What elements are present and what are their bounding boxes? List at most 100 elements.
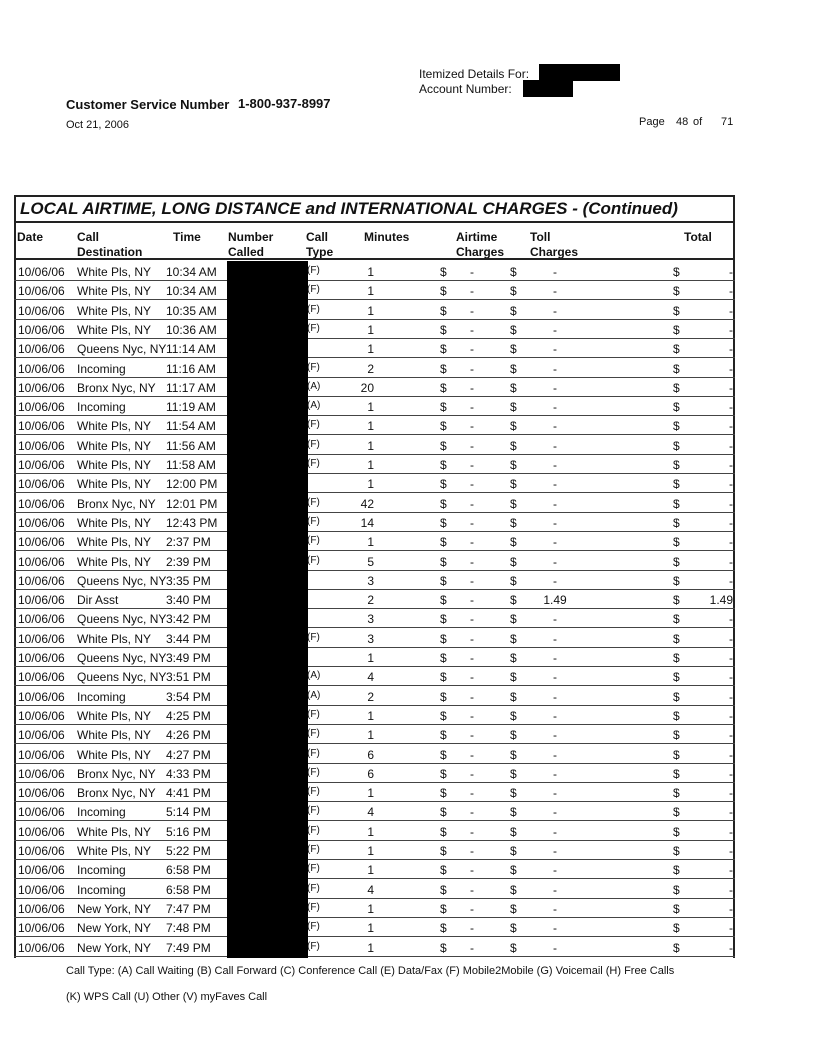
- cell-date: 10/06/06: [18, 535, 65, 550]
- cell-minutes: 2: [367, 361, 374, 376]
- cell-minutes: 3: [367, 631, 374, 646]
- airtime-currency: $: [440, 747, 447, 762]
- cell-destination: White Pls, NY: [77, 515, 152, 530]
- airtime-currency: $: [440, 863, 447, 878]
- cell-airtime: -: [470, 747, 474, 762]
- cell-call-type: (F): [307, 708, 320, 720]
- airtime-currency: $: [440, 670, 447, 685]
- cell-toll: -: [553, 786, 557, 801]
- cell-toll: -: [553, 805, 557, 820]
- cell-airtime: -: [470, 284, 474, 299]
- cell-date: 10/06/06: [18, 573, 65, 588]
- cell-date: 10/06/06: [18, 901, 65, 916]
- page-of-label: of: [693, 116, 703, 128]
- customer-service-label: Customer Service Number: [66, 97, 230, 112]
- cell-airtime: -: [470, 554, 474, 569]
- col-call-type: Call Type: [306, 230, 333, 260]
- airtime-currency: $: [440, 921, 447, 936]
- table-row: 10/06/06 White Pls, NY 10:34 AM (F) 1 - - - $ $ $: [14, 280, 735, 301]
- toll-currency: $: [510, 322, 517, 337]
- cell-toll: -: [553, 554, 557, 569]
- cell-destination: White Pls, NY: [77, 303, 152, 318]
- total-currency: $: [673, 419, 680, 434]
- table-row: 10/06/06 Incoming 11:16 AM (F) 2 - - - $ $ $: [14, 358, 735, 378]
- toll-currency: $: [510, 670, 517, 685]
- col-total: Total: [684, 230, 712, 244]
- cell-total: -: [729, 766, 733, 781]
- airtime-currency: $: [440, 322, 447, 337]
- cell-destination: Queens Nyc, NY: [77, 670, 167, 685]
- airtime-currency: $: [440, 786, 447, 801]
- cell-toll: 1.49: [543, 593, 567, 608]
- airtime-currency: $: [440, 805, 447, 820]
- cell-call-type: (F): [307, 901, 320, 913]
- cell-total: -: [729, 708, 733, 723]
- cell-time: 3:49 PM: [166, 651, 211, 665]
- cell-date: 10/06/06: [18, 747, 65, 762]
- cell-call-type: (F): [307, 361, 320, 373]
- total-currency: $: [673, 573, 680, 588]
- cell-time: 12:00 PM: [166, 477, 218, 492]
- table-row: 10/06/06 Incoming 6:58 PM (F) 4 - - - $ $ $: [14, 879, 735, 899]
- airtime-currency: $: [440, 728, 447, 743]
- total-currency: $: [673, 458, 680, 472]
- total-currency: $: [673, 921, 680, 936]
- table-row: 10/06/06 New York, NY 7:49 PM (F) 1 - - - $ $ $: [14, 937, 735, 957]
- cell-time: 10:34 AM: [166, 284, 217, 299]
- cell-toll: -: [553, 689, 557, 704]
- cell-total: -: [729, 863, 733, 878]
- col-number-called: Number Called: [228, 230, 273, 260]
- airtime-currency: $: [440, 882, 447, 897]
- airtime-currency: $: [440, 400, 447, 415]
- cell-toll: -: [553, 400, 557, 415]
- cell-airtime: -: [470, 728, 474, 743]
- cell-total: -: [729, 747, 733, 762]
- airtime-currency: $: [440, 631, 447, 646]
- cell-minutes: 4: [367, 805, 374, 820]
- airtime-currency: $: [440, 458, 447, 472]
- cell-minutes: 1: [367, 342, 374, 357]
- cell-call-type: (A): [307, 400, 321, 412]
- cell-airtime: -: [470, 786, 474, 801]
- cell-total: -: [729, 651, 733, 665]
- cell-date: 10/06/06: [18, 651, 65, 665]
- cell-airtime: -: [470, 342, 474, 357]
- airtime-currency: $: [440, 535, 447, 550]
- table-row: 10/06/06 White Pls, NY 12:43 PM (F) 14 - - - $ $ $: [14, 512, 735, 532]
- cell-time: 4:41 PM: [166, 786, 211, 801]
- col-destination-line1: Call: [77, 230, 100, 244]
- cell-minutes: 1: [367, 921, 374, 936]
- airtime-currency: $: [440, 515, 447, 530]
- cell-date: 10/06/06: [18, 631, 65, 646]
- cell-date: 10/06/06: [18, 612, 65, 627]
- cell-airtime: -: [470, 380, 474, 395]
- cell-destination: Queens Nyc, NY: [77, 651, 167, 665]
- cell-total: -: [729, 380, 733, 395]
- table-row: 10/06/06 Queens Nyc, NY 3:51 PM (A) 4 - - - $ $ $: [14, 666, 735, 687]
- cell-call-type: (F): [307, 284, 320, 296]
- cell-destination: Incoming: [77, 400, 126, 415]
- cell-airtime: -: [470, 573, 474, 588]
- cell-toll: -: [553, 380, 557, 395]
- cell-destination: White Pls, NY: [77, 477, 152, 492]
- cell-destination: New York, NY: [77, 921, 152, 936]
- total-currency: $: [673, 554, 680, 569]
- cell-minutes: 1: [367, 863, 374, 878]
- table-row: 10/06/06 White Pls, NY 4:25 PM (F) 1 - - - $ $ $: [14, 705, 735, 725]
- header-divider: [14, 258, 735, 260]
- cell-destination: White Pls, NY: [77, 554, 152, 569]
- cell-total: -: [729, 573, 733, 588]
- table-row: 10/06/06 New York, NY 7:48 PM (F) 1 - - - $ $ $: [14, 917, 735, 938]
- cell-minutes: 1: [367, 728, 374, 743]
- table-row: 10/06/06 White Pls, NY 12:00 PM 1 - - - $ $ $: [14, 473, 735, 494]
- cell-date: 10/06/06: [18, 593, 65, 608]
- cell-toll: -: [553, 940, 557, 955]
- cell-total: -: [729, 844, 733, 858]
- cell-call-type: (F): [307, 535, 320, 547]
- cell-time: 7:48 PM: [166, 921, 211, 936]
- cell-date: 10/06/06: [18, 728, 65, 743]
- cell-call-type: (F): [307, 438, 320, 450]
- cell-destination: Incoming: [77, 863, 126, 878]
- cell-time: 11:16 AM: [166, 361, 216, 376]
- cell-total: -: [729, 515, 733, 530]
